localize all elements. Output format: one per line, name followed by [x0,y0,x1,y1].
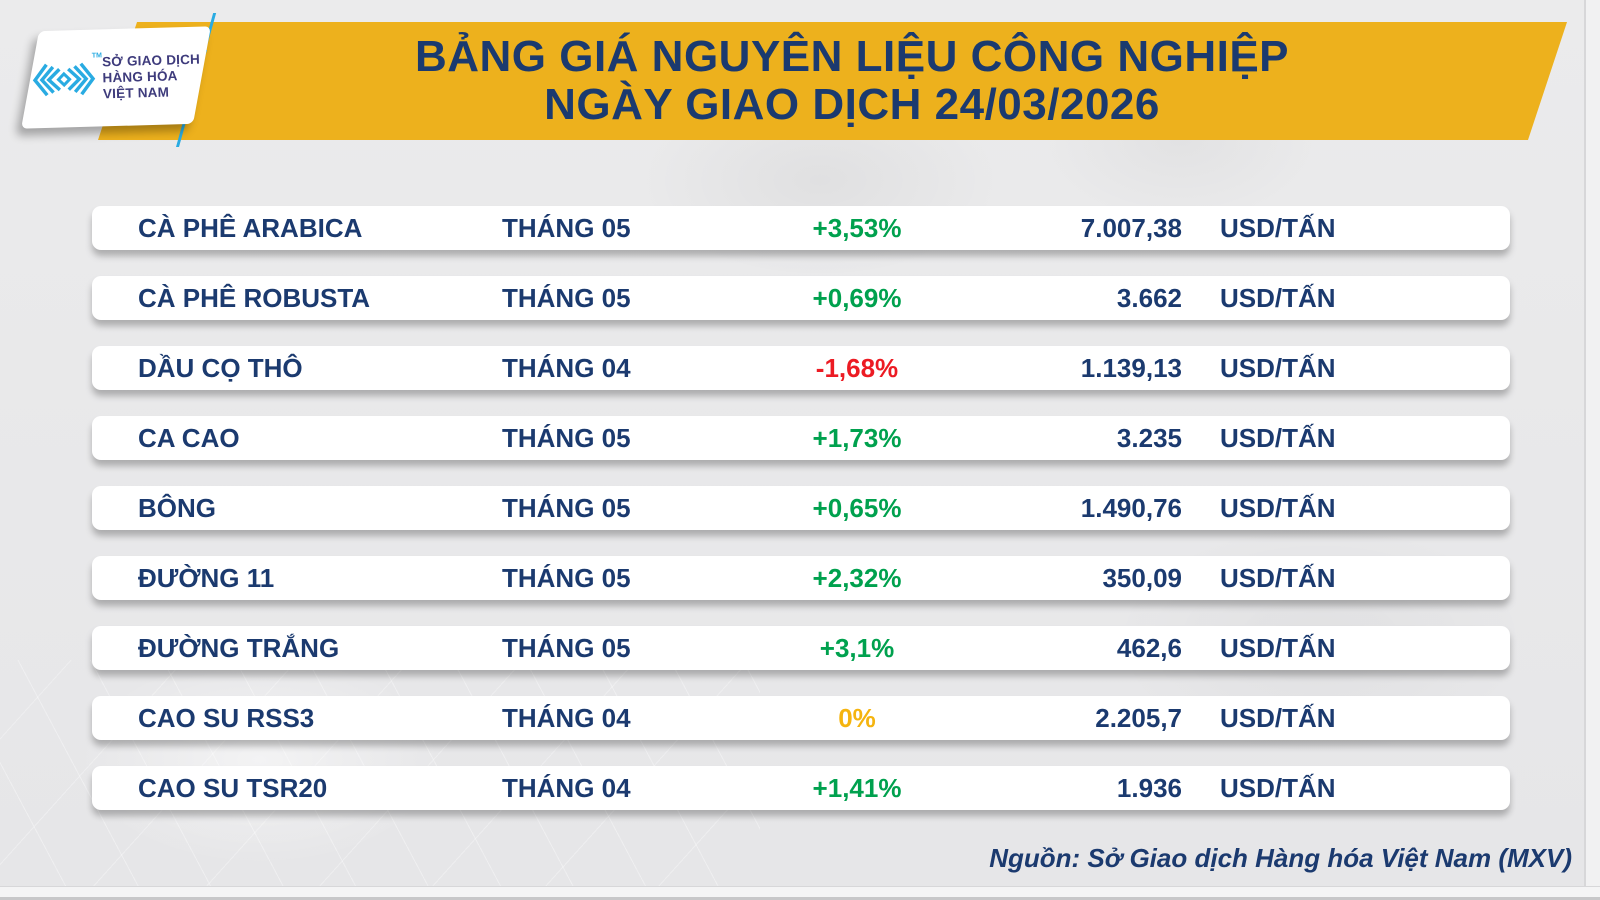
commodity-name: CAO SU TSR20 [138,772,328,803]
price-unit: USD/TẤN [1220,492,1336,523]
page-edge-right [1584,0,1600,900]
source-note: Nguồn: Sở Giao dịch Hàng hóa Việt Nam (M… [989,843,1572,873]
price-value: 350,09 [1102,562,1182,593]
contract-month: THÁNG 04 [502,352,631,383]
change-percent: +3,1% [819,632,895,663]
page-title: BẢNG GIÁ NGUYÊN LIỆU CÔNG NGHIỆP NGÀY GI… [137,33,1567,129]
table-row: CA CAO THÁNG 05 +1,73% 3.235 USD/TẤN [92,416,1510,460]
change-percent: +0,65% [812,492,902,523]
commodity-name: CAO SU RSS3 [138,702,315,733]
change-percent: -1,68% [815,352,899,383]
logo-text-line1: SỞ GIAO DỊCH [101,51,201,69]
change-percent: +0,69% [812,282,902,313]
page-edge-bottom [0,886,1600,900]
contract-month: THÁNG 04 [502,702,631,733]
contract-month: THÁNG 05 [502,282,631,313]
commodity-name: CA CAO [138,422,240,453]
contract-month: THÁNG 05 [502,562,631,593]
price-value: 3.235 [1116,422,1182,453]
price-unit: USD/TẤN [1220,352,1336,383]
price-value: 462,6 [1116,632,1182,663]
price-unit: USD/TẤN [1220,282,1336,313]
table-row: ĐƯỜNG TRẮNG THÁNG 05 +3,1% 462,6 USD/TẤN [92,626,1510,670]
change-percent: +3,53% [812,212,902,243]
trading-date: NGÀY GIAO DỊCH 24/03/2026 [544,80,1160,129]
commodity-name: ĐƯỜNG 11 [138,562,275,593]
price-unit: USD/TẤN [1220,422,1336,453]
price-value: 1.490,76 [1080,492,1182,523]
table-row: CAO SU RSS3 THÁNG 04 0% 2.205,7 USD/TẤN [92,696,1510,740]
price-unit: USD/TẤN [1220,772,1336,803]
mxv-chevrons-icon [32,62,95,96]
table-row: CÀ PHÊ ARABICA THÁNG 05 +3,53% 7.007,38 … [92,206,1510,250]
price-unit: USD/TẤN [1220,632,1336,663]
contract-month: THÁNG 05 [502,492,631,523]
price-value: 2.205,7 [1095,702,1182,733]
commodity-name: DẦU CỌ THÔ [138,352,303,383]
contract-month: THÁNG 05 [502,422,631,453]
change-percent: +1,41% [812,772,902,803]
price-value: 3.662 [1116,282,1182,313]
price-unit: USD/TẤN [1220,562,1336,593]
contract-month: THÁNG 05 [502,212,631,243]
commodity-name: ĐƯỜNG TRẮNG [138,632,340,663]
price-value: 1.139,13 [1080,352,1182,383]
change-percent: +2,32% [812,562,902,593]
commodity-name: CÀ PHÊ ARABICA [138,212,363,243]
price-unit: USD/TẤN [1220,702,1336,733]
commodity-name: BÔNG [138,492,216,523]
change-percent: +1,73% [812,422,902,453]
contract-month: THÁNG 05 [502,632,631,663]
price-value: 1.936 [1116,772,1182,803]
logo-text-line3: VIỆT NAM [102,84,170,101]
contract-month: THÁNG 04 [502,772,631,803]
table-row: CAO SU TSR20 THÁNG 04 +1,41% 1.936 USD/T… [92,766,1510,810]
mxv-logo-mark: TM [31,52,102,100]
table-row: ĐƯỜNG 11 THÁNG 05 +2,32% 350,09 USD/TẤN [92,556,1510,600]
price-unit: USD/TẤN [1220,212,1336,243]
board-title: BẢNG GIÁ NGUYÊN LIỆU CÔNG NGHIỆP [414,32,1290,81]
trademark-label: TM [91,51,103,60]
table-row: CÀ PHÊ ROBUSTA THÁNG 05 +0,69% 3.662 USD… [92,276,1510,320]
price-value: 7.007,38 [1080,212,1182,243]
table-row: DẦU CỌ THÔ THÁNG 04 -1,68% 1.139,13 USD/… [92,346,1510,390]
table-row: BÔNG THÁNG 05 +0,65% 1.490,76 USD/TẤN [92,486,1510,530]
change-percent: 0% [838,702,876,733]
price-table: CÀ PHÊ ARABICA THÁNG 05 +3,53% 7.007,38 … [92,206,1510,836]
mxv-logo-text: SỞ GIAO DỊCH HÀNG HÓA VIỆT NAM [102,51,201,102]
commodity-name: CÀ PHÊ ROBUSTA [138,282,371,313]
mxv-logo: TM SỞ GIAO DỊCH HÀNG HÓA VIỆT NAM [21,26,211,129]
